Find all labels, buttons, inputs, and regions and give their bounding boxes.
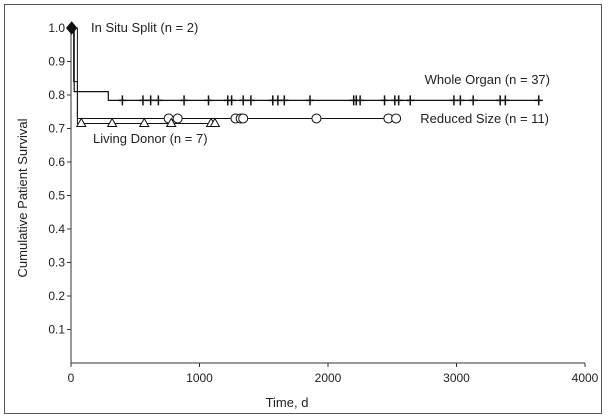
censor-mark-plus [501, 95, 510, 106]
censor-mark-plus [180, 95, 189, 106]
censor-mark-plus [356, 95, 365, 106]
censor-mark-plus [456, 95, 465, 106]
censor-mark-triangle [209, 117, 221, 127]
x-tick-label: 3000 [443, 371, 470, 385]
x-tick-label: 2000 [315, 371, 342, 385]
censor-mark-plus [380, 95, 389, 106]
y-tick-label: 0.2 [48, 289, 65, 303]
censor-mark-plus [146, 95, 155, 106]
censor-mark-circle [391, 113, 402, 124]
censor-mark-plus [227, 95, 236, 106]
censor-mark-plus [394, 95, 403, 106]
censor-mark-circle [238, 113, 249, 124]
y-tick-label: 0.4 [48, 222, 65, 236]
x-tick-label: 4000 [572, 371, 599, 385]
y-tick-label: 0.1 [48, 323, 65, 337]
censor-mark-plus [246, 95, 255, 106]
series-label-plus: Whole Organ (n = 37) [425, 72, 550, 87]
censor-mark-plus [469, 95, 478, 106]
series-line-triangle [71, 27, 215, 124]
censor-mark-plus [118, 95, 127, 106]
censor-mark-plus [406, 95, 415, 106]
censor-mark-triangle [106, 117, 118, 127]
y-tick-label: 0.5 [48, 189, 65, 203]
censor-mark-plus [154, 95, 163, 106]
censor-mark-diamond [65, 21, 78, 35]
x-tick-label: 0 [68, 371, 75, 385]
censor-mark-plus [138, 95, 147, 106]
censor-mark-triangle [165, 117, 177, 127]
survival-chart: 0 1000 2000 3000 4000 0.1 0.2 0.3 0.4 0.5 0.6 0.7 0.… [15, 20, 599, 410]
series-line-circle [71, 27, 399, 119]
y-tick-label: 0.6 [48, 155, 65, 169]
censor-mark-triangle [75, 117, 87, 127]
censor-mark-triangle [138, 117, 150, 127]
y-tick-label: 1.0 [48, 21, 65, 35]
series-label-triangle: Living Donor (n = 7) [93, 131, 208, 146]
censor-mark-plus [306, 95, 315, 106]
censor-mark-circle [172, 113, 183, 124]
series-label-circle: Reduced Size (n = 11) [420, 111, 549, 126]
y-tick-label: 0.7 [48, 122, 65, 136]
chart-frame: 0 1000 2000 3000 4000 0.1 0.2 0.3 0.4 0.5 0.6 0.7 0.… [4, 4, 602, 414]
censor-mark-circle [311, 113, 322, 124]
y-tick-label: 0.8 [48, 88, 65, 102]
censor-markers [65, 21, 543, 127]
x-axis-title: Time, d [266, 395, 309, 410]
series-label-diamond: In Situ Split (n = 2) [91, 20, 198, 35]
censor-mark-plus [280, 95, 289, 106]
censor-mark-plus [204, 95, 213, 106]
x-tick-label: 1000 [186, 371, 213, 385]
censor-mark-plus [239, 95, 248, 106]
y-tick-label: 0.9 [48, 55, 65, 69]
series-line-plus [71, 27, 540, 102]
axes: 0 1000 2000 3000 4000 0.1 0.2 0.3 0.4 0.5 0.6 0.7 0.… [48, 21, 598, 385]
y-axis-title: Cumulative Patient Survival [15, 118, 30, 277]
censor-mark-plus [534, 95, 543, 106]
series-labels: In Situ Split (n = 2) Whole Organ (n = 37… [91, 20, 550, 146]
y-tick-label: 0.3 [48, 256, 65, 270]
